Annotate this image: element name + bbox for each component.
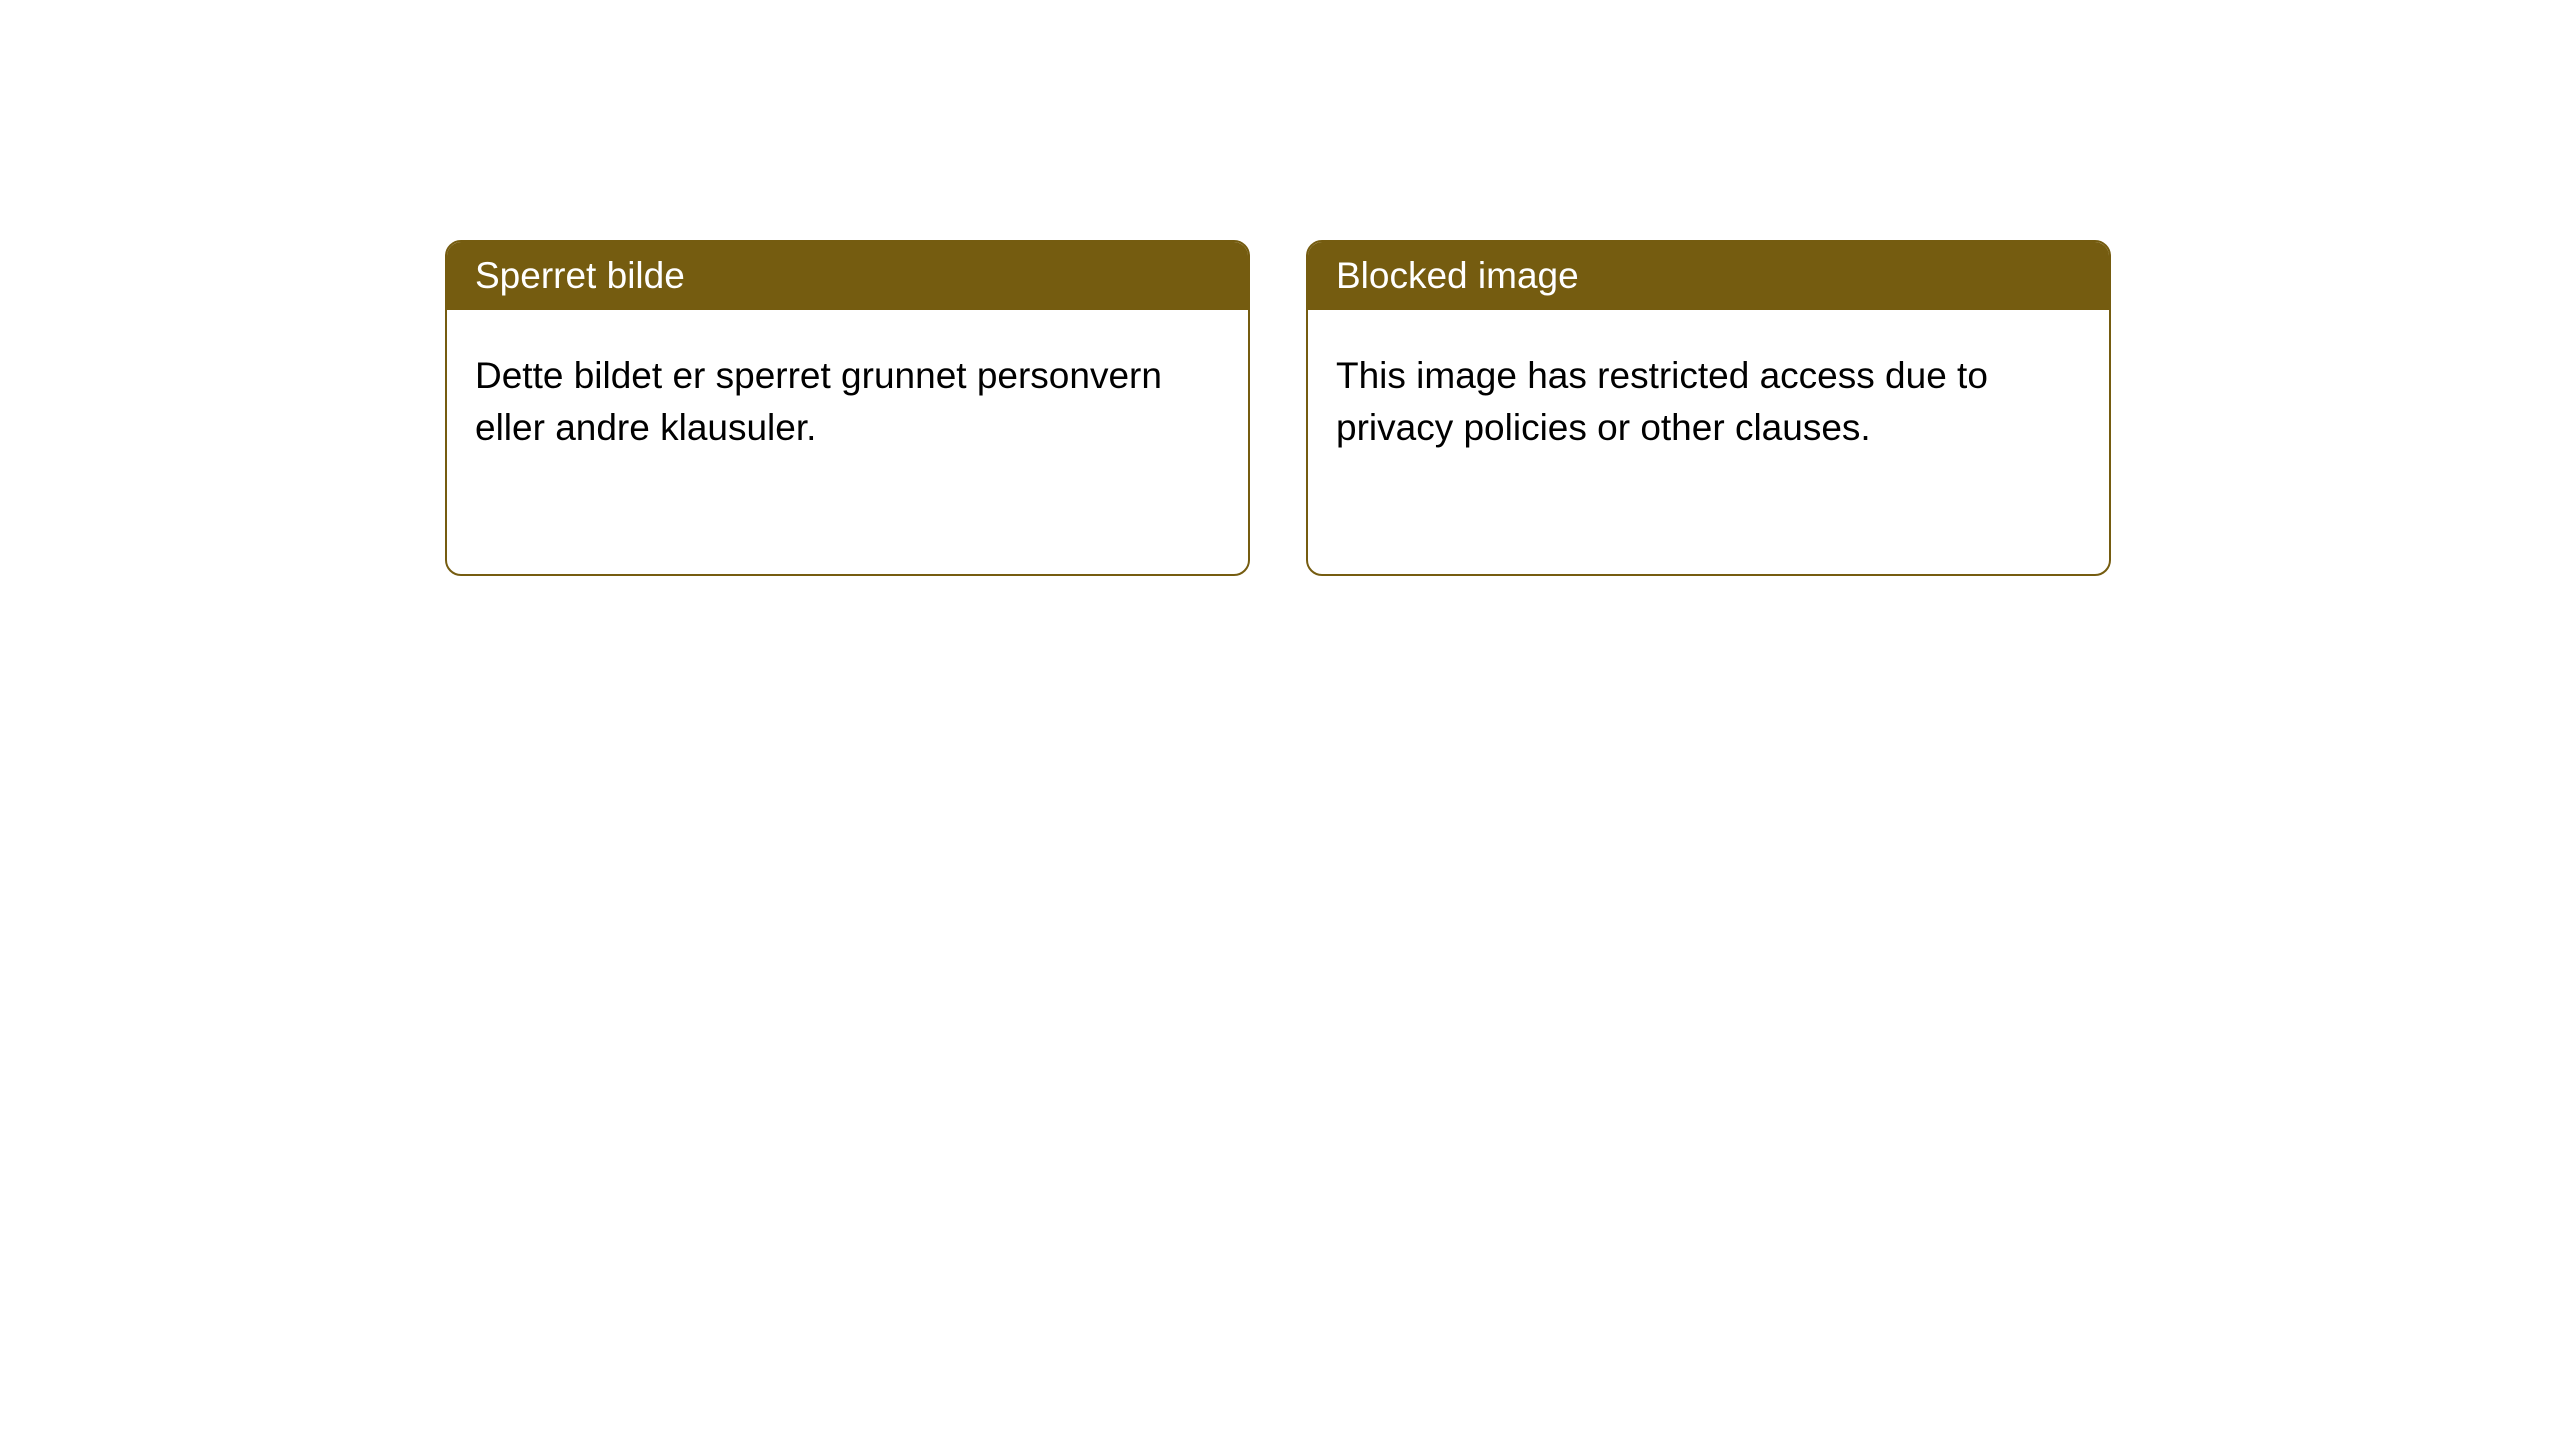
- card-body-text: Dette bildet er sperret grunnet personve…: [475, 355, 1162, 448]
- blocked-image-card-english: Blocked image This image has restricted …: [1306, 240, 2111, 576]
- notice-container: Sperret bilde Dette bildet er sperret gr…: [0, 0, 2560, 576]
- blocked-image-card-norwegian: Sperret bilde Dette bildet er sperret gr…: [445, 240, 1250, 576]
- card-body: Dette bildet er sperret grunnet personve…: [447, 310, 1248, 482]
- card-body: This image has restricted access due to …: [1308, 310, 2109, 482]
- card-header: Sperret bilde: [447, 242, 1248, 310]
- card-body-text: This image has restricted access due to …: [1336, 355, 1988, 448]
- card-header: Blocked image: [1308, 242, 2109, 310]
- card-title: Sperret bilde: [475, 255, 685, 296]
- card-title: Blocked image: [1336, 255, 1579, 296]
